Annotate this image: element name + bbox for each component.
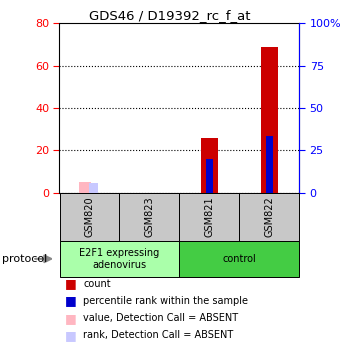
Bar: [59, 193, 119, 241]
Bar: [201, 138, 218, 193]
Bar: [80, 182, 91, 193]
Text: GSM821: GSM821: [204, 197, 214, 237]
Bar: [180, 193, 239, 241]
Text: GSM823: GSM823: [144, 197, 154, 237]
Text: ■: ■: [65, 295, 76, 307]
Bar: [180, 241, 299, 277]
Text: GDS46 / D19392_rc_f_at: GDS46 / D19392_rc_f_at: [89, 9, 251, 22]
Bar: [59, 241, 180, 277]
Text: percentile rank within the sample: percentile rank within the sample: [83, 296, 248, 306]
Text: control: control: [222, 254, 256, 264]
Bar: [239, 193, 299, 241]
Text: GSM820: GSM820: [84, 197, 95, 237]
Text: value, Detection Call = ABSENT: value, Detection Call = ABSENT: [83, 313, 238, 323]
Bar: [119, 193, 180, 241]
Bar: [261, 46, 278, 193]
Text: GSM822: GSM822: [264, 196, 274, 237]
Bar: [266, 136, 273, 193]
Text: protocol: protocol: [2, 254, 47, 264]
Text: count: count: [83, 279, 111, 289]
Text: E2F1 expressing
adenovirus: E2F1 expressing adenovirus: [79, 248, 159, 270]
Text: ■: ■: [65, 277, 76, 290]
Text: ■: ■: [65, 329, 76, 342]
Bar: [206, 159, 213, 193]
Text: rank, Detection Call = ABSENT: rank, Detection Call = ABSENT: [83, 330, 234, 340]
Bar: [89, 183, 98, 193]
Text: ■: ■: [65, 312, 76, 325]
